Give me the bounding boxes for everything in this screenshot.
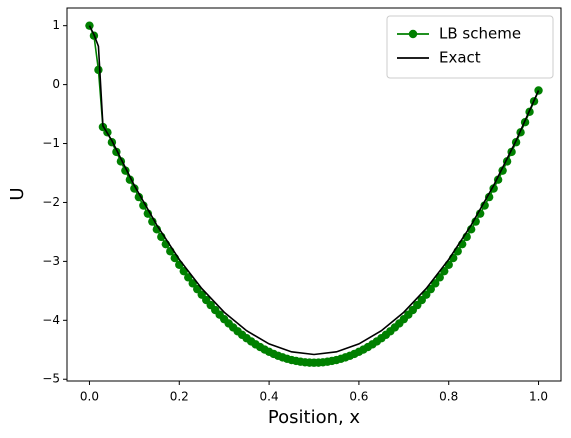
legend-marker bbox=[408, 29, 418, 39]
y-tick-label: −3 bbox=[42, 254, 60, 268]
plot-frame bbox=[66, 7, 562, 382]
y-tick-label: −5 bbox=[42, 372, 60, 386]
y-tick-label: 1 bbox=[52, 18, 60, 32]
marker bbox=[435, 273, 444, 282]
x-tick-label: 0.0 bbox=[80, 390, 99, 404]
y-tick-label: −4 bbox=[42, 313, 60, 327]
legend-text: Exact bbox=[439, 49, 481, 67]
x-tick-label: 0.4 bbox=[260, 390, 279, 404]
legend-text: LB scheme bbox=[439, 25, 521, 43]
marker bbox=[94, 65, 103, 75]
x-axis-label: Position, x bbox=[268, 407, 361, 428]
marker bbox=[484, 192, 494, 202]
x-tick-label: 0.6 bbox=[349, 390, 368, 404]
y-tick-label: 0 bbox=[52, 77, 60, 91]
marker bbox=[431, 279, 440, 288]
y-axis-label: U bbox=[7, 187, 28, 200]
x-tick-label: 0.2 bbox=[170, 390, 189, 404]
marker bbox=[134, 192, 144, 202]
x-tick-label: 1.0 bbox=[529, 390, 548, 404]
marker bbox=[480, 201, 489, 210]
x-tick-label: 0.8 bbox=[439, 390, 458, 404]
legend-box bbox=[386, 15, 554, 79]
y-tick-label: −1 bbox=[42, 136, 60, 150]
marker bbox=[139, 201, 148, 210]
marker bbox=[426, 284, 435, 294]
marker bbox=[188, 279, 197, 288]
series-line bbox=[88, 25, 540, 356]
marker bbox=[184, 273, 193, 282]
y-tick-label: −2 bbox=[42, 195, 60, 209]
